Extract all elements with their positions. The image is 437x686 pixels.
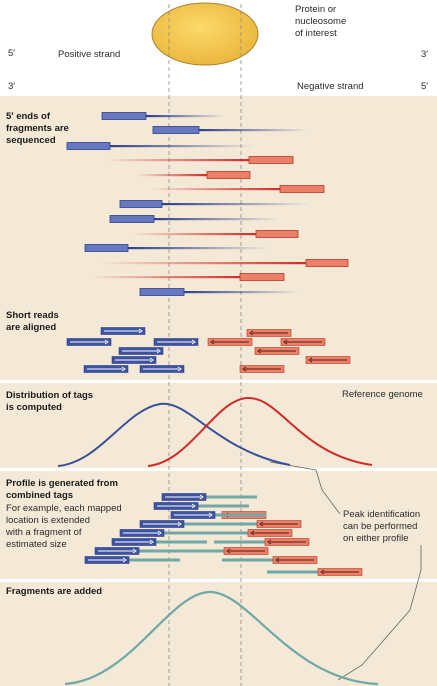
positive-fragment-end [102,113,146,120]
negative-fragment-tail [90,276,240,278]
distribution-title-line-1: Distribution of tags [6,390,93,401]
peak-note-line-2: can be performed [343,521,417,532]
positive-fragment-tail [162,203,310,205]
negative-strand-5prime: 5′ [421,81,428,92]
distribution-title-line-2: is computed [6,402,62,413]
protein-blob [152,3,258,65]
reference-genome-label: Reference genome [342,389,423,400]
positive-strand-label: Positive strand [58,49,120,60]
positive-fragment-end [120,201,162,208]
profile-note-line-3: with a fragment of [5,527,82,538]
fragments-panel-bg [0,582,437,686]
negative-fragment-end [280,186,324,193]
positive-fragment-tail [184,291,300,293]
alignment-title-line-2: are aligned [6,322,56,333]
protein-label-line-1: Protein or [295,4,336,15]
sequencing-title-line-3: sequenced [6,135,56,146]
negative-fragment-end [207,172,250,179]
negative-strand-label: Negative strand [297,81,364,92]
peak-note-line-1: Peak identification [343,509,420,520]
profile-note-line-1: For example, each mapped [6,503,122,514]
protein-label-line-2: nucleosome [295,16,346,27]
negative-fragment-tail [100,262,306,264]
positive-fragment-tail [110,145,255,147]
positive-fragment-tail [128,247,270,249]
negative-fragment-tail [150,188,280,190]
positive-fragment-tail [146,115,225,117]
sequencing-panel-bg [0,96,437,380]
sequencing-title-line-1: 5′ ends of [6,111,51,122]
profile-title-line-2: combined tags [6,490,73,501]
fragments-title: Fragments are added [6,586,102,597]
positive-fragment-end [140,289,184,296]
profile-note-line-4: estimated size [6,539,67,550]
negative-fragment-tail [104,159,249,161]
alignment-title-line-1: Short reads [6,310,59,321]
profile-title-line-1: Profile is generated from [6,478,118,489]
profile-note-line-2: location is extended [6,515,90,526]
negative-fragment-tail [130,233,256,235]
peak-note-line-3: on either profile [343,533,408,544]
positive-fragment-end [110,216,154,223]
negative-fragment-end [306,260,348,267]
protein-label-line-3: of interest [295,28,337,39]
positive-strand-3prime: 3′ [421,49,428,60]
positive-strand-5prime: 5′ [8,48,15,59]
positive-fragment-end [67,143,110,150]
positive-fragment-end [153,127,199,134]
positive-fragment-tail [154,218,280,220]
positive-fragment-end [85,245,128,252]
negative-fragment-end [256,231,298,238]
negative-fragment-end [240,274,284,281]
negative-fragment-tail [136,174,207,176]
sequencing-title-line-2: fragments are [6,123,69,134]
negative-fragment-end [249,157,293,164]
negative-strand-3prime: 3′ [8,81,15,92]
positive-fragment-tail [199,129,309,131]
